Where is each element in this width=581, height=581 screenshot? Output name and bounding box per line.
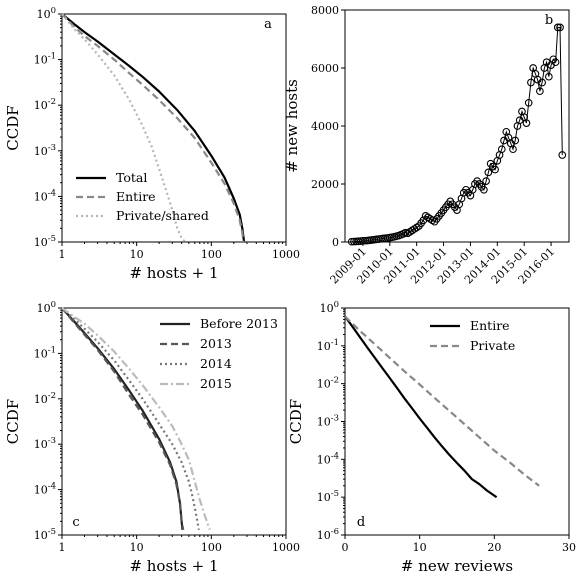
panel-c-xtick-label: 1000 xyxy=(272,541,300,554)
panel-b-ytick-label: 4000 xyxy=(311,120,339,133)
panel-d-ytick-label: 10-3 xyxy=(317,414,339,429)
panel-b-ytick-label: 6000 xyxy=(311,62,339,75)
panel-a-legend-label: Private/shared xyxy=(116,208,209,223)
panel-b-ytick-label: 0 xyxy=(332,236,339,249)
panel-c-panel-label: c xyxy=(72,515,79,530)
panel-d-xtick-label: 20 xyxy=(487,541,501,554)
panel-d-ytick-label: 10-6 xyxy=(317,527,339,542)
panel-c-ytick-label: 10-3 xyxy=(34,436,56,451)
panel-b-point xyxy=(480,185,488,194)
panel-b-point xyxy=(556,23,564,32)
panel-b-point xyxy=(558,151,567,159)
panel-c-series-3-line xyxy=(61,307,211,531)
panel-b-point xyxy=(551,58,560,67)
panel-d-ytick-label: 100 xyxy=(320,300,339,315)
panel-b-point xyxy=(484,168,493,177)
panel-b-point xyxy=(524,98,533,107)
panel-b-point xyxy=(482,177,490,185)
panel-b-point xyxy=(536,87,544,96)
panel-a-ytick-label: 10-3 xyxy=(34,143,56,158)
panel-c-legend-label: Before 2013 xyxy=(200,316,278,331)
panel-c-series-0-line xyxy=(61,307,184,530)
panel-b-ytick-label: 2000 xyxy=(311,178,339,191)
panel-b-point xyxy=(538,78,546,87)
panel-d-frame xyxy=(344,307,570,536)
panel-d-panel-label: d xyxy=(357,515,365,530)
panel-d-xlabel: # new reviews xyxy=(401,557,513,575)
panel-c-ytick-label: 10-5 xyxy=(34,527,56,542)
panel-a-legend-label: Total xyxy=(116,170,147,185)
panel-a-panel-label: a xyxy=(264,17,272,32)
panel-d-legend-label: Private xyxy=(470,338,515,353)
panel-b-point xyxy=(544,72,553,81)
panel-c-ytick-label: 10-2 xyxy=(34,391,56,406)
panel-c-xtick-label: 100 xyxy=(201,541,222,554)
panel-b-ytick-label: 8000 xyxy=(311,4,339,17)
panel-d-ytick-label: 10-1 xyxy=(317,338,339,353)
panel-c-series-1-line xyxy=(61,307,185,531)
panel-b-point xyxy=(522,119,531,127)
panel-b-point xyxy=(553,23,562,32)
panel-d-ylabel: CCDF xyxy=(287,399,305,444)
panel-b-point xyxy=(527,78,535,87)
panel-b-point xyxy=(412,223,421,232)
panel-d-ytick-label: 10-5 xyxy=(317,489,339,504)
panel-a-ylabel: CCDF xyxy=(4,105,22,150)
panel-a-ytick-label: 100 xyxy=(37,6,56,21)
panel-d-ytick-label: 10-4 xyxy=(317,451,339,466)
panel-a-ytick-label: 10-2 xyxy=(34,97,56,112)
panel-b-point xyxy=(511,136,520,145)
panel-a-xtick-label: 10 xyxy=(130,248,144,261)
panel-c-ytick-label: 100 xyxy=(37,300,56,315)
panel-c-ytick-label: 10-4 xyxy=(34,482,56,497)
panel-b-point xyxy=(509,145,517,154)
panel-a-ytick-label: 10-5 xyxy=(34,234,56,249)
panel-a-series-0-line xyxy=(61,13,246,243)
panel-c-xlabel: # hosts + 1 xyxy=(129,557,218,575)
panel-b-point xyxy=(497,145,506,154)
panel-c-ytick-label: 10-1 xyxy=(34,345,56,360)
panel-d-xtick-label: 0 xyxy=(342,541,349,554)
panel-c-legend-label: 2014 xyxy=(200,356,232,371)
panel-c-frame xyxy=(61,307,287,536)
panel-d-xtick-label: 10 xyxy=(413,541,427,554)
panel-c-xtick-label: 1 xyxy=(59,541,66,554)
panel-a-xlabel: # hosts + 1 xyxy=(129,264,218,282)
panel-c-ylabel: CCDF xyxy=(4,399,22,444)
panel-c-xtick-label: 10 xyxy=(130,541,144,554)
panel-a-legend-label: Entire xyxy=(116,189,156,204)
panel-b-point xyxy=(491,165,499,174)
panel-a-ytick-label: 10-4 xyxy=(34,188,56,203)
panel-b-panel-label: b xyxy=(545,13,553,28)
panel-c-series-2-line xyxy=(61,307,200,530)
panel-a-xtick-label: 1000 xyxy=(272,248,300,261)
panel-d-series-0-line xyxy=(344,315,498,499)
panel-d-legend-label: Entire xyxy=(470,318,510,333)
panel-d-ytick-label: 10-2 xyxy=(317,376,339,391)
panel-a-xtick-label: 100 xyxy=(201,248,222,261)
panel-b-point xyxy=(428,216,437,225)
panel-c-legend-label: 2015 xyxy=(200,376,232,391)
panel-a-frame xyxy=(61,13,287,243)
panel-c-legend-label: 2013 xyxy=(200,336,232,351)
panel-d-xtick-label: 30 xyxy=(562,541,576,554)
panel-d-series-1-line xyxy=(344,315,540,487)
panel-a-ytick-label: 10-1 xyxy=(34,52,56,67)
panel-a-series-1-line xyxy=(61,13,245,243)
panel-a-xtick-label: 1 xyxy=(59,248,66,261)
panel-a-series-2-line xyxy=(61,13,187,243)
panel-b-ylabel: # new hosts xyxy=(283,79,301,173)
